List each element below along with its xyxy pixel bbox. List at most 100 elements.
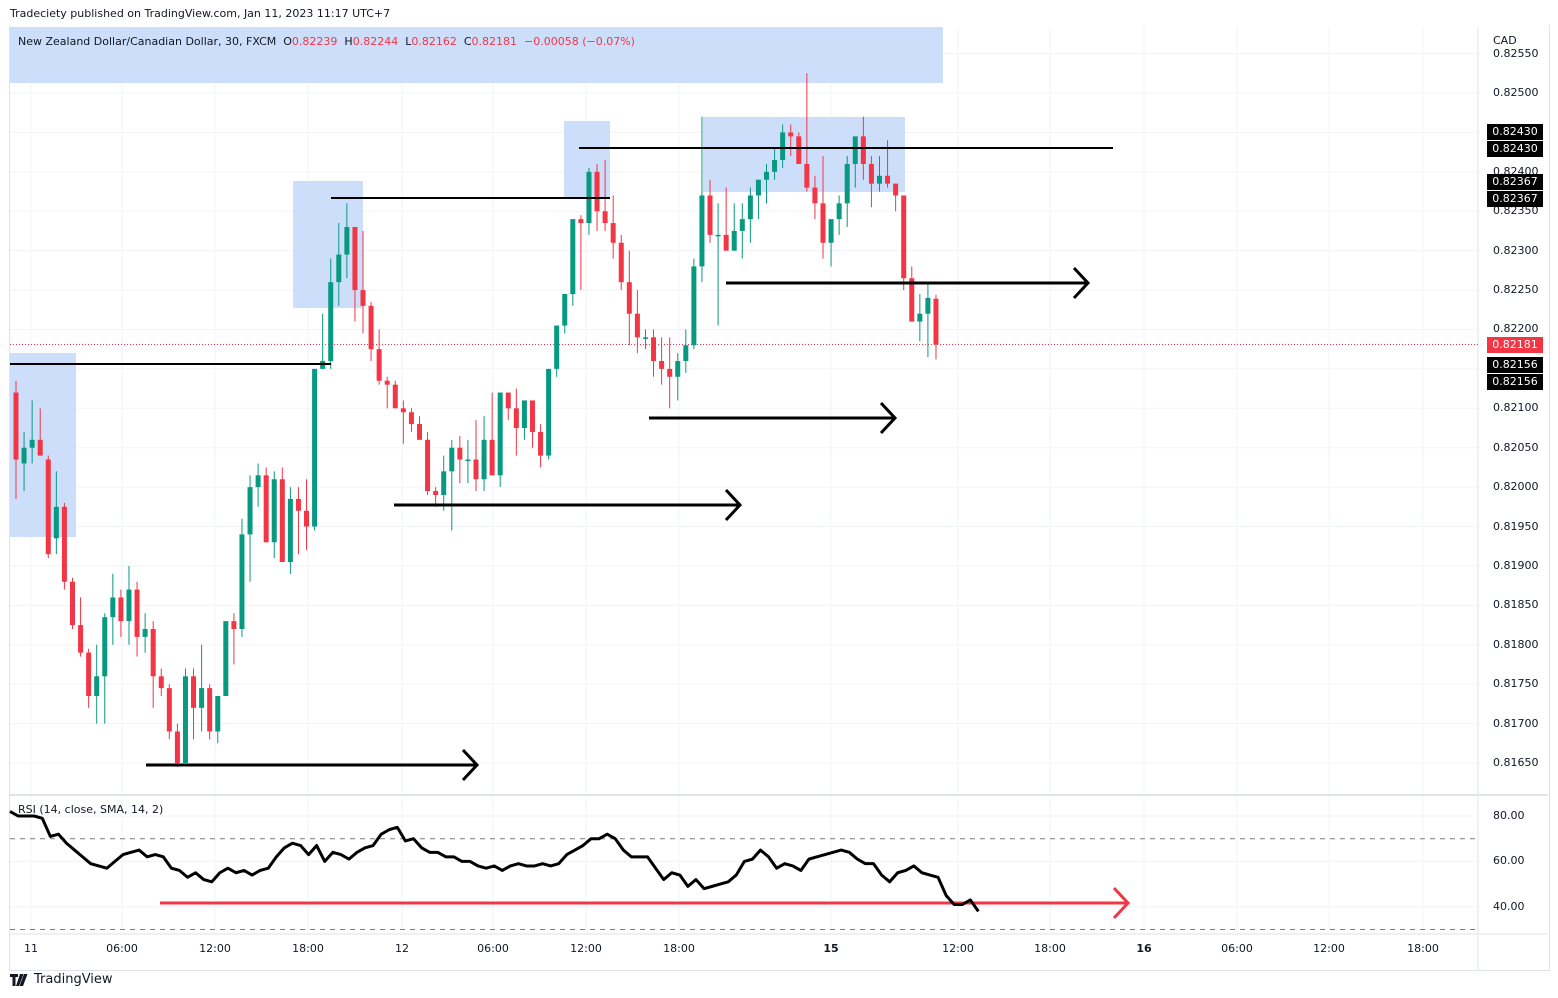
level-price-tag: 0.82430 — [1487, 141, 1543, 157]
currency-label: CAD — [1493, 34, 1517, 47]
candle-body — [13, 392, 19, 460]
candle-body — [634, 313, 640, 338]
candle-body — [562, 294, 568, 326]
candle-body — [126, 589, 132, 622]
candle-body — [465, 459, 471, 462]
candle-body — [191, 676, 197, 708]
candle-body — [796, 136, 802, 164]
candle-body — [408, 412, 414, 425]
low-value: 0.82162 — [411, 35, 457, 48]
candle-body — [699, 195, 705, 267]
level-price-tag: 0.82156 — [1487, 357, 1543, 373]
level-price-tag: 0.82156 — [1487, 374, 1543, 390]
candle-body — [812, 187, 818, 204]
candle-body — [570, 219, 576, 295]
candle-body — [651, 337, 657, 362]
rsi-legend[interactable]: RSI (14, close, SMA, 14, 2) — [18, 803, 164, 816]
candle-body — [715, 234, 721, 237]
candle-body — [529, 400, 535, 432]
candle-body — [497, 392, 503, 476]
candle-body — [21, 447, 27, 464]
candle-body — [683, 345, 689, 362]
arrow-head-icon — [1072, 266, 1091, 300]
price-axis-label: 0.81850 — [1493, 598, 1539, 612]
candle-body — [360, 290, 366, 306]
candle-body — [449, 447, 455, 472]
time-axis-label: 18:00 — [1407, 942, 1439, 955]
candle-body — [538, 431, 544, 456]
price-axis-label: 0.82100 — [1493, 401, 1539, 415]
highlight-zone — [10, 27, 943, 83]
chart-frame — [9, 25, 1550, 971]
candle-body — [150, 629, 156, 677]
candle-body — [828, 219, 834, 243]
candle-body — [602, 211, 608, 224]
candle-body — [247, 487, 253, 535]
time-axis-label: 16 — [1136, 942, 1152, 955]
candle-body — [893, 183, 899, 196]
time-axis-label: 18:00 — [1034, 942, 1066, 955]
candle-body — [441, 471, 447, 496]
candle-body — [513, 408, 519, 429]
candle-body — [199, 688, 205, 708]
candle-body — [223, 621, 229, 697]
price-axis-label: 0.82000 — [1493, 480, 1539, 494]
candle-body — [901, 195, 907, 279]
candle-body — [53, 506, 59, 539]
candle-body — [376, 349, 382, 381]
candle-body — [788, 132, 794, 137]
rsi-arrow-head-icon — [1112, 886, 1131, 920]
candle-body — [473, 459, 479, 480]
candle-body — [45, 459, 51, 555]
candle-body — [885, 175, 891, 184]
candle-body — [392, 384, 398, 409]
level-price-tag: 0.82367 — [1487, 174, 1543, 190]
arrow-head-icon — [879, 401, 898, 435]
time-axis-label: 06:00 — [106, 942, 138, 955]
candle-body — [417, 424, 422, 440]
price-axis-label: 0.82550 — [1493, 46, 1539, 60]
candle-body — [626, 282, 632, 314]
highlight-zone — [10, 353, 76, 537]
candle-body — [239, 534, 245, 630]
candle-body — [86, 652, 92, 697]
highlight-zone — [703, 117, 905, 192]
candle-body — [917, 313, 923, 322]
price-axis-label: 0.81650 — [1493, 756, 1539, 769]
candle-body — [457, 447, 463, 460]
symbol-name[interactable]: New Zealand Dollar/Canadian Dollar, 30, … — [18, 35, 277, 48]
candle-body — [675, 361, 681, 377]
change-value: −0.00058 (−0.07%) — [524, 35, 635, 48]
candle-body — [804, 163, 810, 188]
candle-body — [820, 203, 826, 243]
candle-body — [433, 491, 439, 496]
time-axis-label: 12 — [395, 942, 409, 955]
candle-body — [336, 254, 342, 283]
candle-body — [271, 479, 277, 543]
candle-body — [772, 160, 778, 172]
candle-body — [158, 676, 164, 689]
level-price-tag: 0.82367 — [1487, 191, 1543, 207]
candle-body — [312, 368, 318, 527]
candle-body — [764, 171, 770, 180]
price-axis-label: 0.82250 — [1493, 283, 1539, 297]
candle-body — [667, 368, 673, 377]
candle-body — [118, 597, 124, 622]
arrow-head-icon — [461, 748, 480, 782]
time-axis-label: 18:00 — [292, 942, 324, 955]
price-axis-label: 0.81750 — [1493, 677, 1539, 691]
price-axis-label: 0.81700 — [1493, 716, 1539, 730]
brand-name: TradingView — [34, 972, 113, 987]
time-axis-label: 18:00 — [663, 942, 695, 955]
price-axis-label: 0.81950 — [1493, 519, 1539, 533]
candle-body — [578, 219, 584, 224]
candle-body — [739, 219, 745, 231]
candle-body — [618, 242, 624, 283]
candle-body — [933, 298, 939, 345]
arrow-head-icon — [724, 488, 743, 522]
candle-body — [755, 179, 761, 196]
candle-body — [110, 597, 116, 618]
candle-body — [610, 223, 616, 243]
level-price-tag: 0.82430 — [1487, 124, 1543, 140]
